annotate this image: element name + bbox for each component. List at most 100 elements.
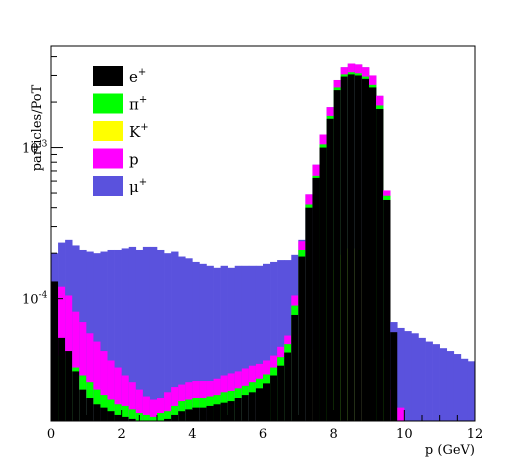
bar-p-49: [397, 407, 405, 421]
bar-muplus-52: [418, 337, 426, 421]
bar-eplus-46: [376, 108, 384, 421]
bar-muplus-8: [107, 249, 115, 421]
bar-eplus-38: [319, 147, 327, 421]
bar-p-11: [128, 382, 137, 421]
bar-muplus-13: [142, 246, 151, 421]
bar-piplus-16: [164, 411, 172, 421]
bar-eplus-36: [305, 207, 313, 421]
x-axis-title: p (GeV): [425, 443, 475, 458]
bar-piplus-13: [142, 414, 151, 421]
legend-label-muplus: μ+: [129, 177, 147, 196]
bar-eplus-0: [51, 281, 59, 421]
bar-eplus-25: [227, 401, 236, 421]
bar-muplus-53: [425, 341, 433, 421]
bar-p-8: [107, 360, 115, 421]
bar-p-5: [86, 333, 94, 421]
bar-eplus-22: [206, 405, 214, 421]
bar-eplus-10: [121, 416, 130, 421]
bar-eplus-21: [199, 407, 207, 421]
bar-p-4: [79, 322, 87, 421]
legend-label-eplus: e+: [129, 67, 146, 86]
bar-eplus-35: [298, 256, 306, 421]
x-tick-label: 0: [47, 427, 55, 442]
bar-eplus-26: [234, 398, 243, 421]
bar-muplus-29: [255, 265, 264, 421]
bar-p-16: [164, 392, 172, 421]
legend-label-p: p: [129, 151, 139, 169]
bar-muplus-24: [220, 265, 228, 421]
bar-eplus-11: [128, 418, 137, 421]
bar-muplus-21: [199, 263, 207, 421]
bar-muplus-12: [135, 249, 144, 421]
bar-eplus-16: [164, 418, 172, 421]
bar-p-15: [157, 398, 165, 421]
bar-p-12: [135, 389, 144, 421]
bar-eplus-7: [100, 407, 108, 421]
bar-eplus-39: [326, 118, 334, 422]
bar-muplus-20: [192, 261, 200, 421]
bar-eplus-34: [291, 314, 299, 421]
bar-eplus-6: [93, 404, 101, 421]
bar-p-13: [142, 396, 151, 421]
x-tick-label: 2: [118, 427, 126, 442]
bar-muplus-27: [241, 265, 250, 421]
bar-muplus-50: [404, 331, 412, 421]
bar-muplus-9: [114, 249, 122, 421]
bar-eplus-47: [383, 199, 391, 421]
y-tick-label: 10-3: [22, 140, 48, 157]
bar-muplus-18: [178, 256, 186, 421]
bar-eplus-3: [72, 371, 80, 421]
bar-eplus-18: [178, 411, 186, 421]
bar-p-17: [171, 387, 179, 421]
bar-eplus-31: [270, 375, 278, 421]
bar-muplus-14: [149, 246, 158, 421]
bar-piplus-10: [121, 405, 130, 421]
bar-muplus-49: [397, 327, 405, 421]
bar-eplus-4: [79, 389, 87, 421]
bar-p-9: [114, 367, 122, 421]
bar-eplus-45: [369, 87, 377, 422]
bar-muplus-22: [206, 265, 214, 421]
bar-muplus-6: [93, 253, 101, 421]
bar-p-6: [93, 341, 101, 421]
bar-eplus-37: [312, 177, 320, 421]
bar-eplus-44: [361, 78, 370, 421]
bar-eplus-23: [213, 404, 221, 421]
bar-muplus-56: [446, 351, 455, 421]
bar-eplus-9: [114, 414, 122, 421]
x-tick-label: 8: [330, 427, 338, 442]
bar-muplus-16: [164, 253, 172, 421]
bar-eplus-43: [354, 75, 363, 422]
x-tick-label: 4: [188, 427, 196, 442]
x-tick-label: 12: [467, 427, 484, 442]
legend-swatch-piplus: [93, 93, 123, 114]
bar-eplus-29: [255, 388, 264, 421]
bar-eplus-5: [86, 398, 94, 421]
bar-eplus-2: [65, 351, 73, 421]
legend-label-piplus: π+: [129, 95, 147, 114]
bar-muplus-17: [171, 251, 179, 421]
bar-eplus-20: [192, 407, 200, 421]
bar-eplus-32: [277, 365, 285, 421]
bar-muplus-51: [411, 333, 419, 421]
bar-eplus-28: [248, 392, 257, 421]
bar-piplus-18: [178, 401, 186, 421]
bar-muplus-57: [453, 354, 462, 421]
bar-piplus-9: [114, 404, 122, 421]
bar-muplus-11: [128, 246, 137, 421]
bar-piplus-17: [171, 405, 179, 421]
bar-eplus-33: [284, 352, 292, 421]
bar-eplus-8: [107, 411, 115, 421]
x-tick-label: 6: [259, 427, 267, 442]
legend-swatch-p: [93, 148, 123, 169]
bar-p-3: [72, 311, 80, 421]
bar-eplus-41: [340, 76, 349, 421]
bar-eplus-1: [58, 337, 66, 421]
bar-muplus-31: [270, 261, 278, 421]
bar-eplus-27: [241, 395, 250, 421]
bar-muplus-59: [467, 361, 476, 421]
bar-eplus-30: [263, 383, 271, 421]
bar-muplus-7: [100, 251, 108, 421]
bar-muplus-55: [439, 348, 448, 421]
